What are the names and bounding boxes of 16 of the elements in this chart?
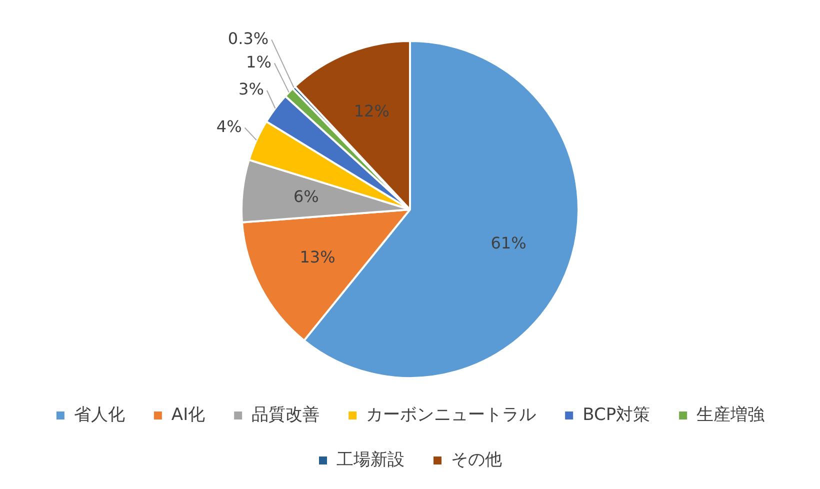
data-label: 61% [490, 233, 526, 252]
legend-label: AI化 [171, 404, 206, 425]
legend-label: 省人化 [74, 404, 125, 425]
data-label: 3% [238, 80, 264, 99]
data-label: 4% [216, 116, 242, 136]
data-label: 1% [246, 52, 272, 72]
data-label: 12% [354, 101, 390, 120]
legend-label: 生産増強 [696, 404, 765, 425]
legend-label: BCP対策 [582, 404, 650, 425]
data-label: 6% [293, 187, 319, 206]
legend-label: 品質改善 [252, 404, 320, 425]
legend-label: 工場新設 [336, 450, 404, 470]
data-label: 0.3% [228, 28, 269, 48]
data-label: 13% [300, 247, 336, 266]
legend-label: その他 [451, 450, 502, 470]
legend-label: カーボンニュートラル [366, 404, 536, 425]
